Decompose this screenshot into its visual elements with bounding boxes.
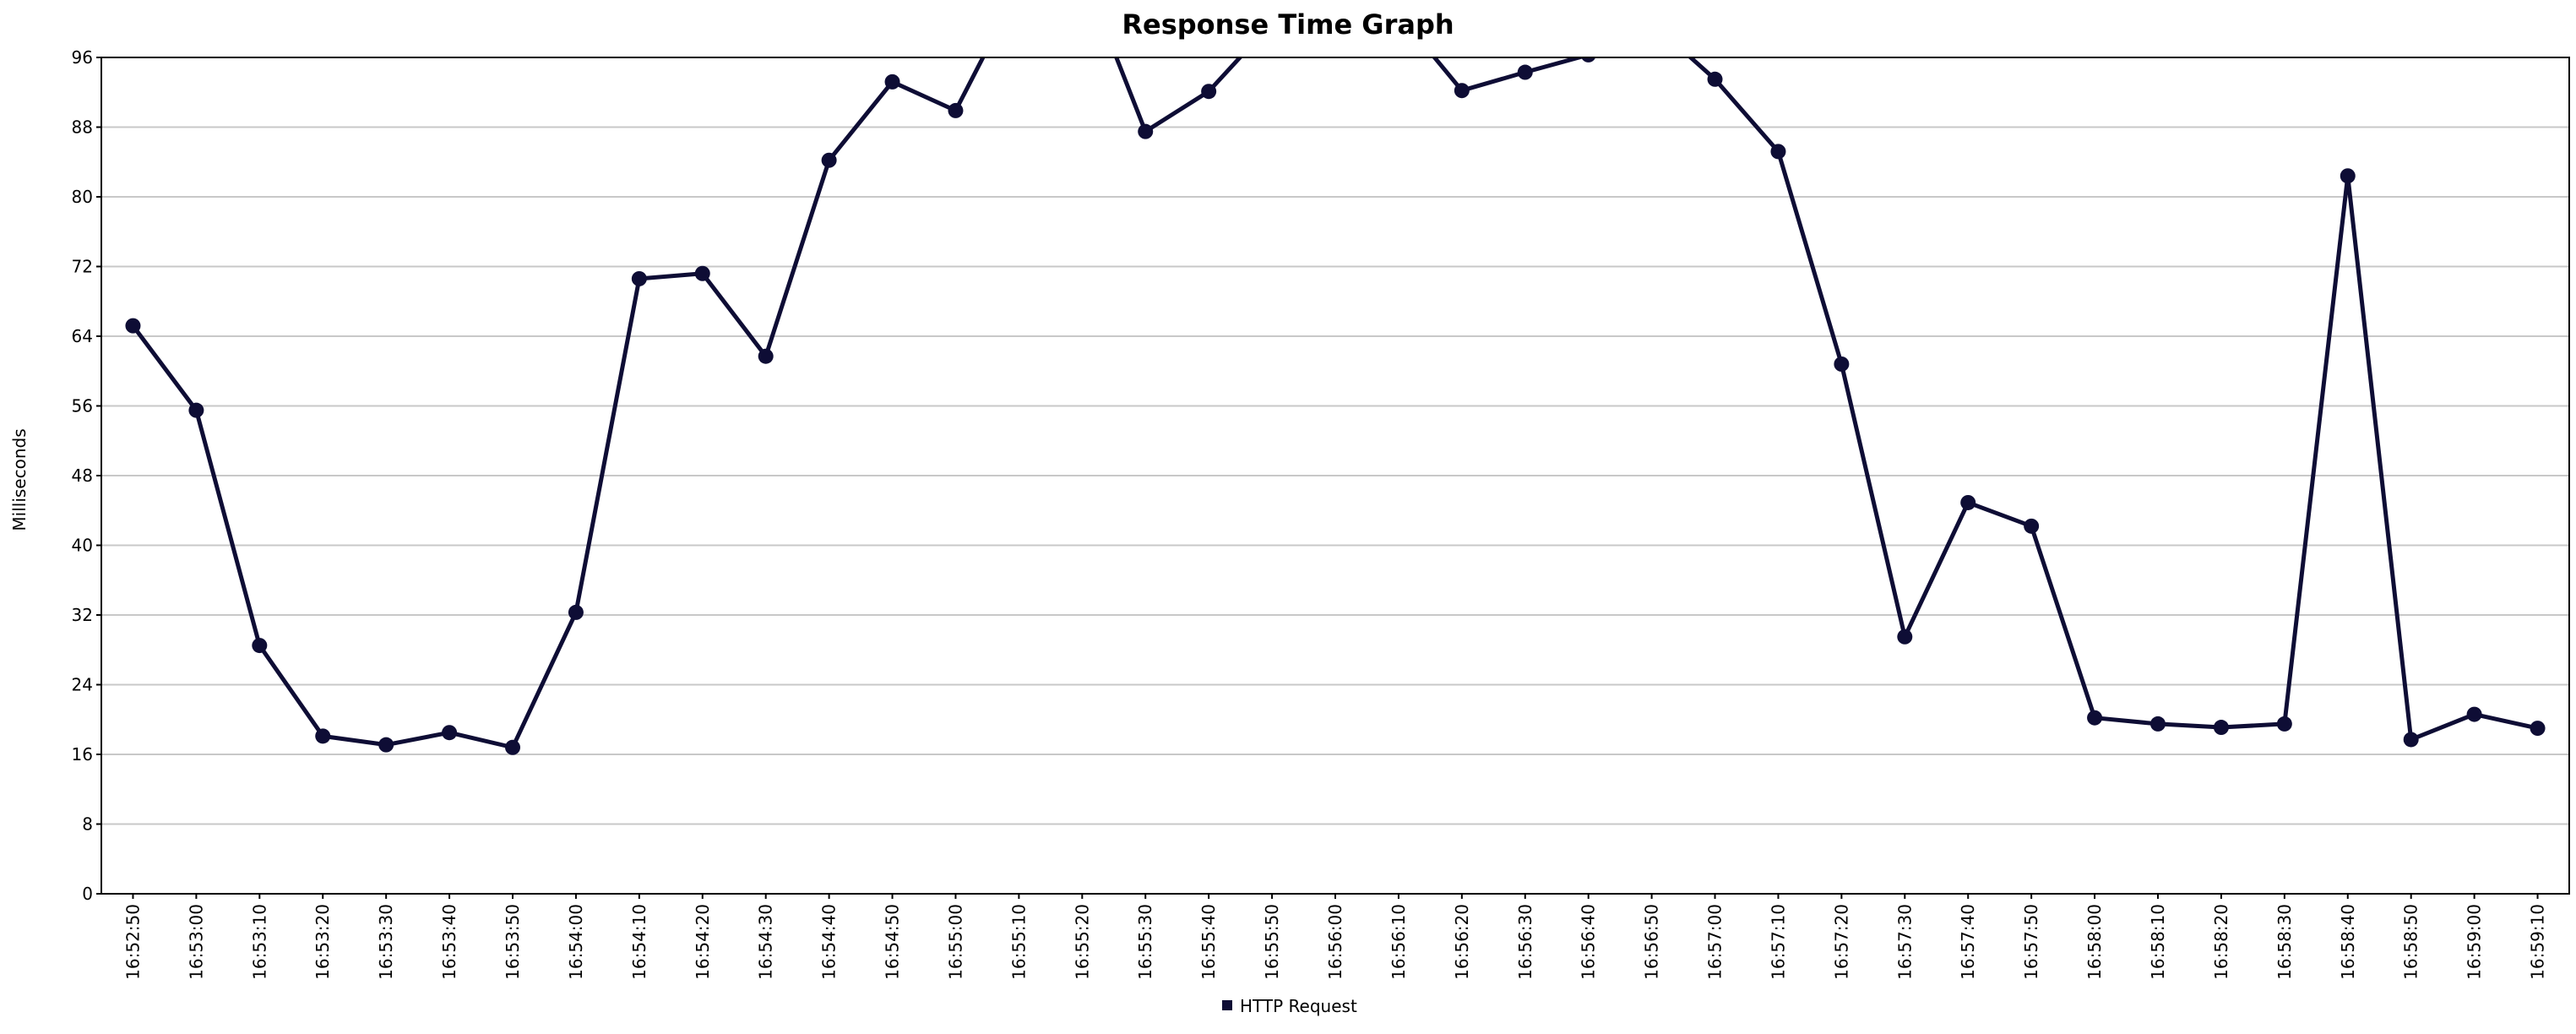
y-tick-label: 8 bbox=[82, 814, 93, 835]
data-point bbox=[2466, 706, 2482, 722]
data-point bbox=[1644, 15, 1660, 30]
data-point bbox=[1201, 84, 1217, 100]
data-point bbox=[1138, 123, 1154, 139]
y-tick-label: 48 bbox=[72, 465, 93, 486]
x-tick-label: 16:59:00 bbox=[2465, 904, 2485, 980]
grid-lines bbox=[101, 126, 2569, 825]
data-point bbox=[2150, 716, 2166, 732]
data-point bbox=[1707, 71, 1723, 87]
data-point bbox=[2340, 168, 2356, 184]
x-tick-label: 16:57:20 bbox=[1831, 904, 1851, 980]
data-point bbox=[2403, 732, 2419, 748]
x-tick-label: 16:54:30 bbox=[756, 904, 776, 980]
data-point bbox=[1897, 629, 1913, 645]
x-tick-label: 16:58:00 bbox=[2084, 904, 2105, 980]
y-tick-label: 72 bbox=[72, 257, 93, 277]
x-tick-label: 16:55:50 bbox=[1262, 904, 1282, 980]
data-point bbox=[884, 73, 900, 90]
y-axis-label: Milliseconds bbox=[9, 428, 30, 531]
data-point bbox=[821, 152, 837, 168]
x-tick-label: 16:53:30 bbox=[376, 904, 396, 980]
x-tick-label: 16:56:40 bbox=[1579, 904, 1599, 980]
data-point bbox=[505, 739, 520, 755]
x-tick-label: 16:54:40 bbox=[819, 904, 840, 980]
x-tick-label: 16:59:10 bbox=[2528, 904, 2548, 980]
y-tick-label: 40 bbox=[72, 536, 93, 556]
y-tick-label: 24 bbox=[72, 675, 93, 695]
y-tick-label: 88 bbox=[72, 117, 93, 138]
y-tick-label: 56 bbox=[72, 396, 93, 416]
x-tick-label: 16:53:40 bbox=[439, 904, 459, 980]
x-tick-label: 16:56:50 bbox=[1642, 904, 1662, 980]
data-point bbox=[1960, 494, 1976, 510]
series-line bbox=[131, 57, 2539, 750]
x-tick-label: 16:57:40 bbox=[1958, 904, 1978, 980]
data-point bbox=[2530, 721, 2546, 737]
x-tick-label: 16:58:10 bbox=[2148, 904, 2168, 980]
x-tick-label: 16:54:10 bbox=[629, 904, 649, 980]
y-tick-label: 64 bbox=[72, 326, 93, 346]
data-point bbox=[315, 728, 331, 744]
x-tick-label: 16:52:50 bbox=[122, 904, 143, 980]
x-tick-label: 16:56:10 bbox=[1389, 904, 1409, 980]
y-axis-ticks: 0 8 16 24 32 40 48 56 64 72 80 88 96 bbox=[72, 47, 101, 904]
data-point bbox=[2276, 716, 2292, 732]
legend-label: HTTP Request bbox=[1240, 996, 1357, 1016]
series-layer bbox=[125, 0, 2546, 755]
data-point bbox=[694, 265, 710, 281]
data-point bbox=[758, 348, 774, 364]
x-tick-label: 16:58:50 bbox=[2401, 904, 2421, 980]
x-tick-label: 16:55:40 bbox=[1198, 904, 1219, 980]
x-tick-label: 16:57:50 bbox=[2021, 904, 2041, 980]
x-tick-label: 16:55:00 bbox=[945, 904, 965, 980]
x-tick-label: 16:58:30 bbox=[2274, 904, 2295, 980]
legend: HTTP Request bbox=[1222, 996, 1357, 1016]
x-tick-label: 16:57:10 bbox=[1768, 904, 1788, 980]
y-tick-label: 32 bbox=[72, 605, 93, 625]
data-point bbox=[125, 318, 141, 334]
data-point bbox=[442, 725, 458, 741]
x-tick-label: 16:55:10 bbox=[1008, 904, 1029, 980]
data-point bbox=[2087, 710, 2103, 726]
data-point bbox=[1770, 144, 1786, 160]
x-tick-label: 16:53:50 bbox=[503, 904, 523, 980]
y-tick-label: 80 bbox=[72, 187, 93, 207]
y-tick-label: 0 bbox=[82, 884, 93, 904]
x-tick-label: 16:55:20 bbox=[1072, 904, 1092, 980]
data-point bbox=[1328, 0, 1343, 4]
data-point bbox=[2213, 720, 2229, 736]
data-point bbox=[631, 270, 647, 286]
y-tick-label: 96 bbox=[72, 47, 93, 68]
data-point bbox=[568, 604, 584, 620]
x-tick-label: 16:54:20 bbox=[693, 904, 713, 980]
x-tick-label: 16:54:00 bbox=[566, 904, 586, 980]
data-point bbox=[378, 737, 394, 753]
y-tick-label: 16 bbox=[72, 744, 93, 765]
data-point bbox=[948, 102, 964, 118]
x-tick-label: 16:53:20 bbox=[312, 904, 333, 980]
x-tick-label: 16:57:00 bbox=[1705, 904, 1725, 980]
x-tick-label: 16:58:20 bbox=[2211, 904, 2231, 980]
x-tick-label: 16:54:50 bbox=[883, 904, 903, 980]
x-axis-ticks: 16:52:50 16:53:00 16:53:10 16:53:20 16:53:30… bbox=[122, 894, 2548, 980]
x-tick-label: 16:53:00 bbox=[186, 904, 206, 980]
data-point bbox=[1454, 83, 1470, 99]
x-tick-label: 16:56:20 bbox=[1452, 904, 1472, 980]
legend-swatch bbox=[1222, 1000, 1232, 1010]
x-tick-label: 16:58:40 bbox=[2338, 904, 2358, 980]
data-point bbox=[1834, 356, 1850, 372]
data-point bbox=[1517, 64, 1533, 80]
chart-title: Response Time Graph bbox=[1122, 8, 1454, 41]
x-tick-label: 16:55:30 bbox=[1135, 904, 1155, 980]
x-tick-label: 16:57:30 bbox=[1894, 904, 1915, 980]
x-tick-label: 16:53:10 bbox=[249, 904, 269, 980]
x-tick-label: 16:56:00 bbox=[1325, 904, 1345, 980]
x-tick-label: 16:56:30 bbox=[1515, 904, 1535, 980]
data-point bbox=[1581, 57, 1596, 63]
data-point bbox=[188, 402, 204, 418]
data-point bbox=[2024, 518, 2040, 534]
data-point bbox=[252, 638, 268, 654]
